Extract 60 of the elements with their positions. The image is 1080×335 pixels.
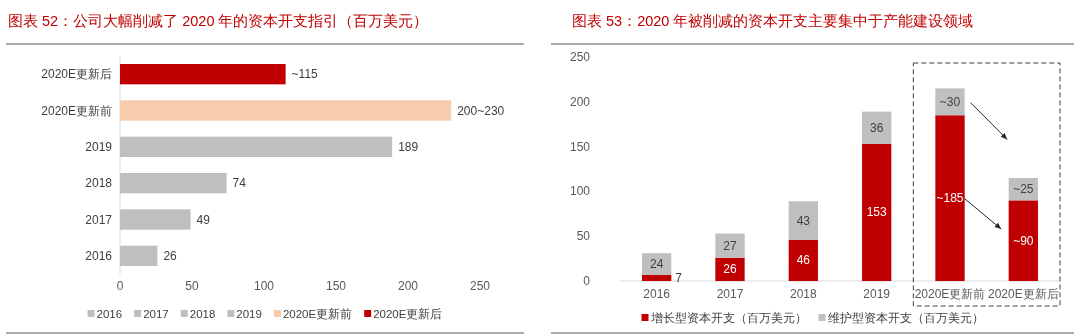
bar bbox=[935, 115, 965, 281]
x-tick-label: 200 bbox=[397, 279, 419, 293]
bar bbox=[788, 201, 818, 240]
legend-label: 2019 bbox=[236, 308, 262, 320]
data-label: 26 bbox=[163, 248, 178, 263]
y-tick-label: 2016 bbox=[85, 248, 113, 263]
bar bbox=[935, 88, 965, 116]
x-tick-label: 2016 bbox=[643, 287, 671, 301]
data-label: 27 bbox=[723, 238, 737, 253]
y-tick-label: 2020E更新后 bbox=[41, 67, 112, 82]
bar bbox=[862, 143, 892, 281]
x-tick-label: 2017 bbox=[716, 287, 744, 301]
bar bbox=[642, 274, 672, 281]
data-label: 189 bbox=[398, 139, 419, 154]
y-tick-label: 2020E更新前 bbox=[41, 103, 112, 118]
data-label: 26 bbox=[723, 262, 737, 277]
bar bbox=[788, 239, 818, 281]
data-label: 74 bbox=[232, 176, 247, 191]
legend-label: 2020E更新前 bbox=[282, 307, 353, 320]
x-tick-label: 2020E更新前 bbox=[914, 287, 986, 301]
data-label: 43 bbox=[796, 213, 811, 228]
data-label: 24 bbox=[649, 256, 664, 271]
data-label: 46 bbox=[796, 253, 811, 268]
data-label: ~30 bbox=[939, 94, 961, 109]
bar bbox=[1008, 200, 1038, 281]
x-tick-label: 50 bbox=[185, 279, 199, 293]
legend-label: 2020E更新后 bbox=[373, 307, 443, 320]
y-tick-label: 2017 bbox=[85, 212, 113, 227]
y-tick-label: 100 bbox=[569, 184, 591, 199]
y-tick-label: 150 bbox=[569, 139, 591, 154]
bar bbox=[642, 253, 672, 275]
data-label: ~115 bbox=[291, 67, 319, 82]
chart-title: 图表 53：2020 年被削减的资本开支主要集中于产能建设领域 bbox=[572, 13, 974, 29]
x-tick-label: 2018 bbox=[789, 287, 817, 301]
y-tick-label: 250 bbox=[569, 50, 591, 64]
y-tick-label: 200 bbox=[569, 94, 591, 109]
x-tick-label: 2020E更新后 bbox=[987, 287, 1059, 301]
data-label: 153 bbox=[866, 205, 887, 220]
chart-title: 图表 52：公司大幅削减了 2020 年的资本开支指引（百万美元） bbox=[8, 13, 429, 29]
x-tick-label: 0 bbox=[116, 279, 124, 293]
data-label: ~25 bbox=[1013, 182, 1034, 197]
y-tick-label: 50 bbox=[576, 229, 591, 244]
y-tick-label: 2018 bbox=[85, 176, 113, 191]
x-tick-label: 100 bbox=[253, 279, 275, 293]
x-tick-label: 2019 bbox=[863, 287, 891, 301]
data-label: 36 bbox=[869, 120, 884, 135]
legend-label: 2017 bbox=[143, 308, 169, 320]
bar bbox=[715, 233, 745, 258]
legend-label: 增长型资本开支（百万美元） bbox=[649, 311, 807, 325]
data-label: ~185 bbox=[936, 191, 964, 206]
data-label: 49 bbox=[196, 212, 211, 227]
legend-label: 2016 bbox=[96, 308, 123, 320]
x-tick-label: 150 bbox=[325, 279, 347, 293]
legend-label: 2018 bbox=[189, 308, 216, 320]
data-label: ~90 bbox=[1013, 233, 1034, 248]
data-label: 7 bbox=[675, 270, 683, 285]
x-tick-label: 250 bbox=[469, 279, 491, 293]
y-tick-label: 2019 bbox=[85, 139, 113, 154]
data-label: 200~230 bbox=[457, 103, 505, 118]
legend-label: 维护型资本开支（百万美元） bbox=[827, 311, 984, 325]
